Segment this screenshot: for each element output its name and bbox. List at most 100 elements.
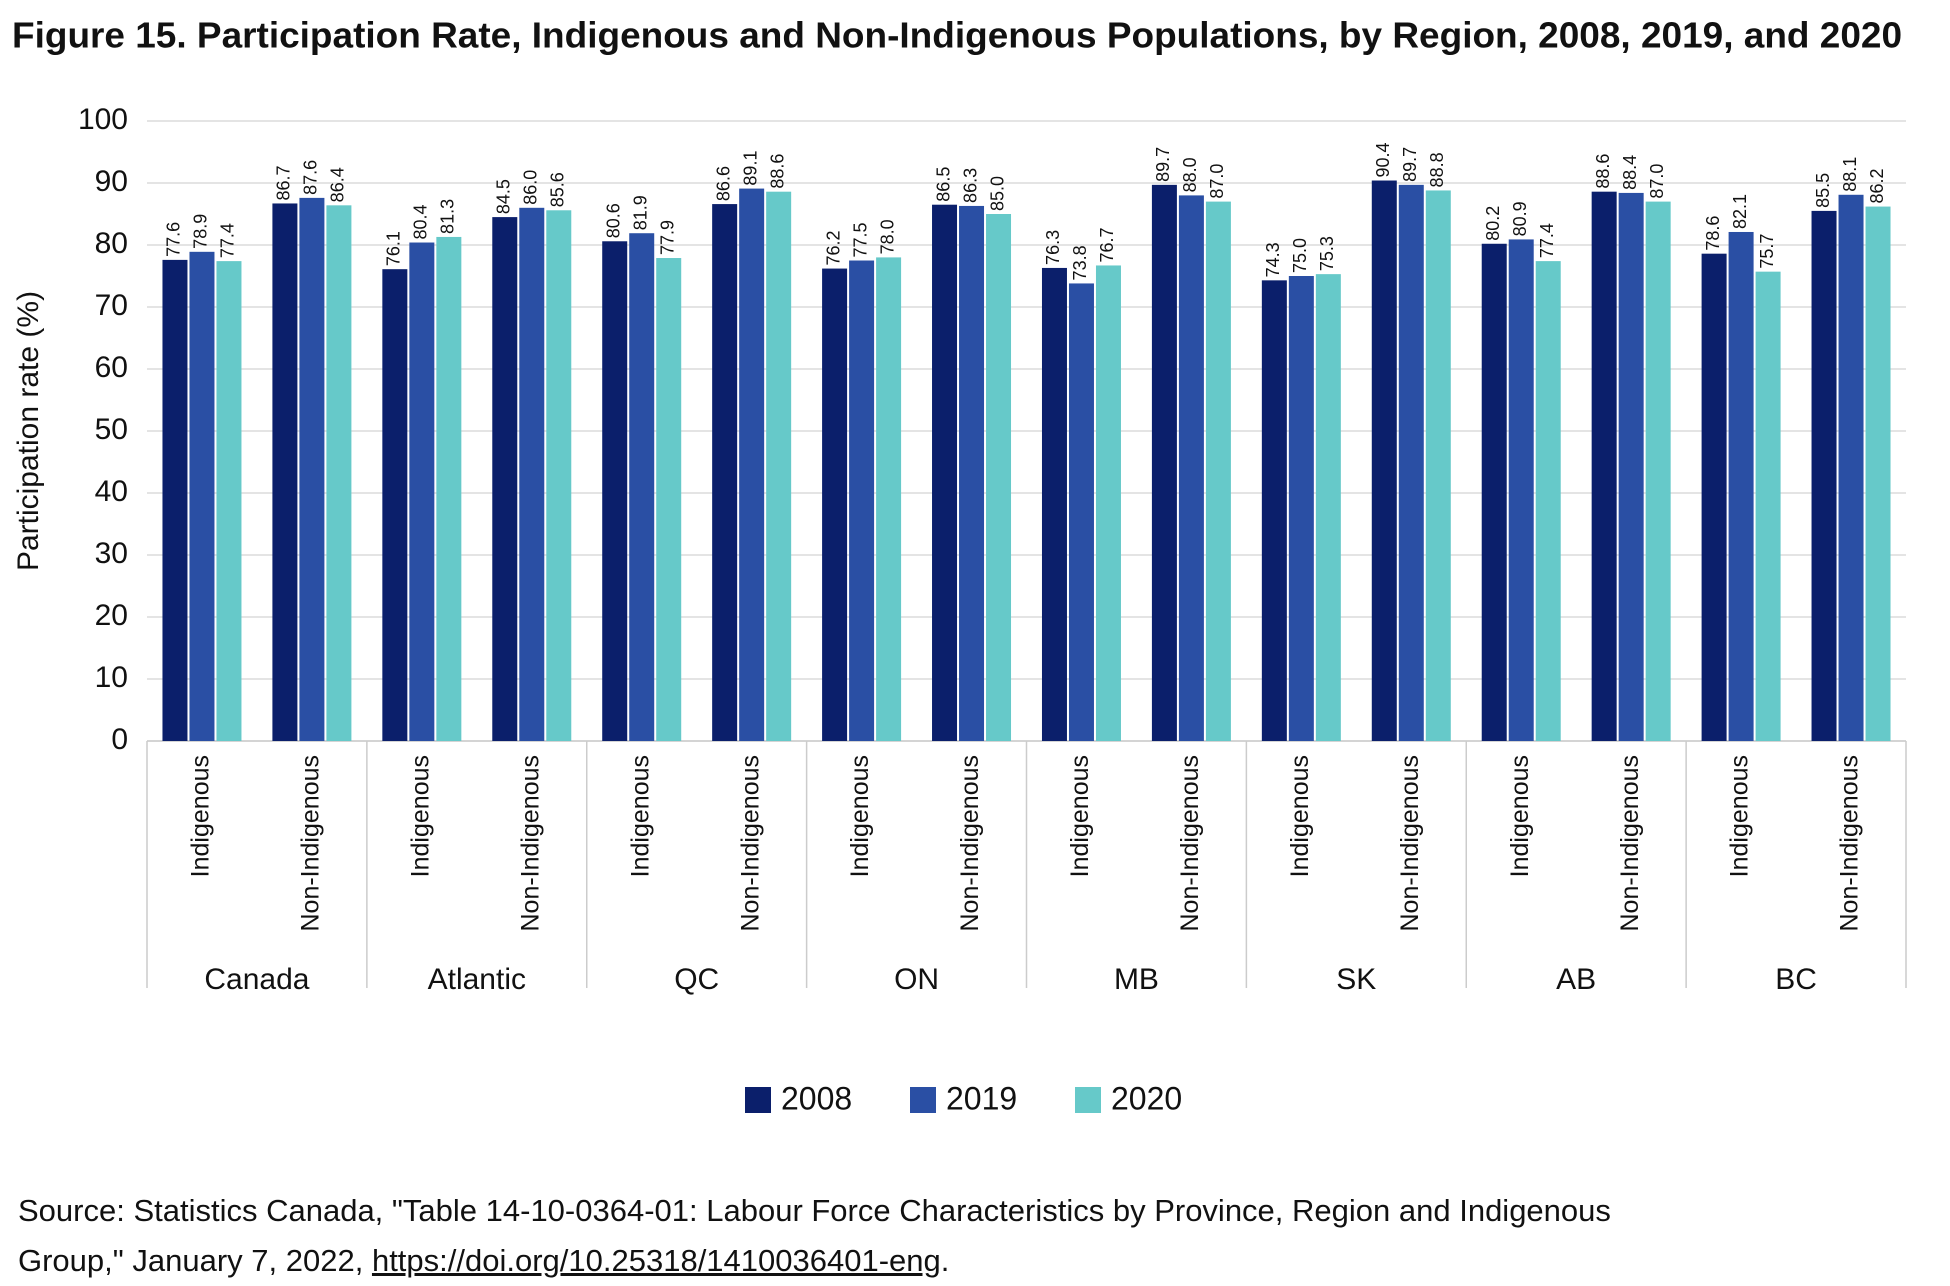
x-tick-label: Indigenous: [626, 755, 654, 877]
x-tick-label: Indigenous: [1506, 755, 1534, 877]
bar: [382, 269, 408, 741]
value-label: 84.5: [494, 179, 514, 214]
group-label: AB: [1556, 963, 1596, 996]
value-label: 81.9: [630, 195, 650, 230]
group-label: BC: [1775, 963, 1817, 996]
bar: [932, 204, 958, 741]
value-label: 85.6: [548, 172, 568, 207]
bar: [1811, 210, 1837, 741]
x-tick-label: Indigenous: [1286, 755, 1314, 877]
bar: [1205, 201, 1231, 742]
y-tick-label: 90: [95, 165, 128, 198]
value-label: 89.7: [1400, 147, 1420, 182]
value-label: 77.9: [657, 220, 677, 255]
group-label: Atlantic: [428, 963, 526, 996]
bar: [1315, 274, 1341, 741]
value-label: 78.9: [191, 214, 211, 249]
bar: [1865, 206, 1891, 741]
chart-title: Figure 15. Participation Rate, Indigenou…: [12, 15, 1902, 56]
value-label: 85.0: [987, 176, 1007, 211]
x-tick-label: Non-Indigenous: [956, 755, 984, 932]
bar: [1095, 265, 1121, 741]
bar: [1178, 195, 1204, 741]
bar: [492, 217, 518, 742]
group-label: MB: [1114, 963, 1159, 996]
value-label: 77.5: [850, 222, 870, 257]
value-label: 88.1: [1840, 157, 1860, 192]
value-label: 77.4: [218, 223, 238, 258]
y-tick-label: 60: [95, 351, 128, 384]
y-tick-label: 70: [95, 289, 128, 322]
value-label: 89.1: [740, 151, 760, 186]
source-end: .: [940, 1243, 950, 1278]
bar: [409, 242, 435, 741]
bar: [1288, 276, 1314, 741]
value-label: 87.0: [1207, 164, 1227, 199]
value-label: 86.4: [328, 167, 348, 202]
bar: [876, 257, 902, 741]
value-label: 86.5: [933, 167, 953, 202]
legend-label: 2019: [946, 1080, 1017, 1116]
y-tick-label: 50: [95, 413, 128, 446]
value-label: 86.6: [713, 166, 733, 201]
value-label: 78.6: [1703, 216, 1723, 251]
bar: [162, 259, 188, 741]
x-tick-label: Indigenous: [1066, 755, 1094, 877]
value-label: 88.4: [1620, 155, 1640, 190]
bar: [1591, 191, 1617, 741]
bar: [1371, 180, 1397, 741]
bar: [656, 258, 682, 741]
value-label: 75.3: [1317, 236, 1337, 271]
source-text: Source: Statistics Canada, "Table 14-10-…: [18, 1193, 1611, 1278]
bar: [629, 233, 655, 741]
bar: [272, 203, 298, 741]
bar: [822, 268, 848, 741]
value-label: 75.0: [1290, 238, 1310, 273]
legend-swatch: [910, 1087, 936, 1113]
value-label: 76.1: [384, 231, 404, 266]
y-tick-label: 100: [78, 103, 128, 136]
x-tick-label: Non-Indigenous: [1616, 755, 1644, 932]
group-label: SK: [1336, 963, 1376, 996]
value-label: 86.3: [960, 168, 980, 203]
bar: [1618, 192, 1644, 742]
value-label: 89.7: [1153, 147, 1173, 182]
bar: [986, 214, 1012, 741]
value-label: 87.6: [301, 160, 321, 195]
bar: [1535, 261, 1561, 741]
value-label: 75.7: [1757, 234, 1777, 269]
bar: [602, 241, 628, 741]
source-link[interactable]: https://doi.org/10.25318/1410036401-eng: [371, 1243, 941, 1278]
bar: [1755, 271, 1781, 741]
bar: [1151, 184, 1177, 742]
y-tick-label: 30: [95, 537, 128, 570]
bar: [436, 236, 462, 741]
value-label: 76.7: [1097, 227, 1117, 262]
value-label: 86.0: [521, 170, 541, 205]
value-label: 87.0: [1647, 164, 1667, 199]
value-label: 86.7: [274, 165, 294, 200]
y-tick-label: 80: [95, 227, 128, 260]
value-label: 80.2: [1483, 206, 1503, 241]
x-tick-label: Non-Indigenous: [736, 755, 764, 932]
value-label: 80.4: [411, 204, 431, 239]
y-tick-label: 0: [111, 723, 128, 756]
bar: [519, 207, 545, 742]
bar: [712, 204, 738, 741]
x-tick-label: Indigenous: [846, 755, 874, 877]
group-label: QC: [674, 963, 719, 996]
bar: [1425, 190, 1451, 741]
value-label: 80.9: [1510, 201, 1530, 236]
value-label: 77.6: [164, 222, 184, 257]
source-note: Source: Statistics Canada, "Table 14-10-…: [18, 1186, 1698, 1286]
value-label: 88.6: [767, 154, 787, 189]
x-tick-label: Indigenous: [406, 755, 434, 877]
bar: [216, 261, 242, 741]
bar: [1041, 267, 1067, 741]
bar: [326, 205, 352, 741]
y-tick-label: 40: [95, 475, 128, 508]
value-label: 76.2: [823, 231, 843, 266]
bar: [766, 191, 792, 741]
x-tick-label: Indigenous: [187, 755, 215, 877]
x-tick-label: Non-Indigenous: [1176, 755, 1204, 932]
